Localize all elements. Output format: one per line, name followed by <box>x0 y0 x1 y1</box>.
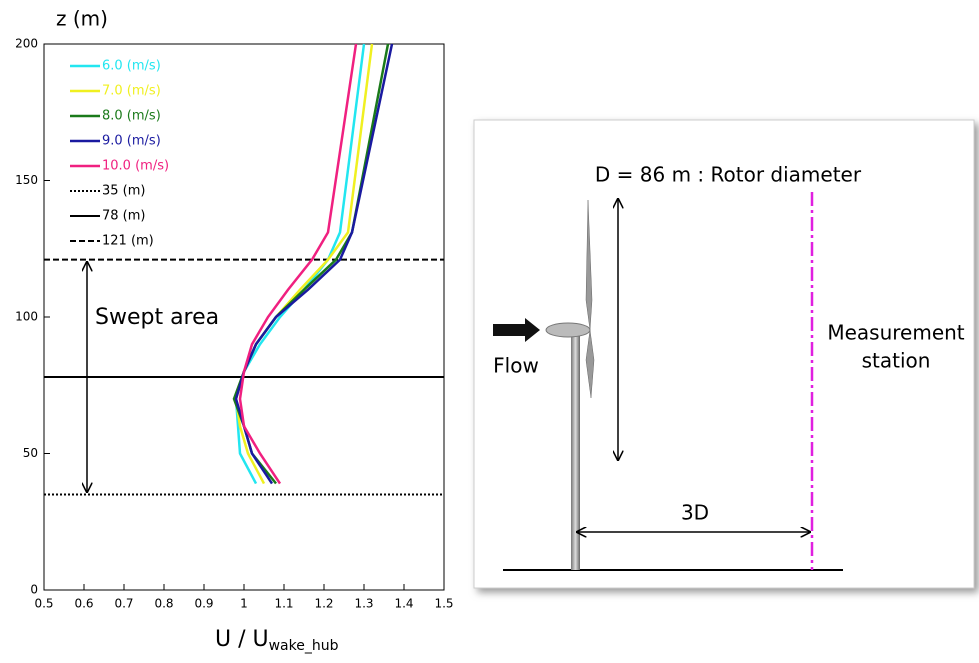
legend-label: 78 (m) <box>102 209 145 224</box>
diagram-panel <box>473 119 975 589</box>
x-tick-label: 1 <box>240 597 248 611</box>
station-label: station <box>862 349 931 373</box>
x-axis-label-main: U / U <box>215 627 269 652</box>
y-tick-label: 200 <box>15 37 38 51</box>
legend-label: 7.0 (m/s) <box>102 84 161 99</box>
series-line <box>234 43 394 485</box>
y-tick-label: 100 <box>15 310 38 324</box>
y-tick-label: 0 <box>30 583 38 597</box>
tower <box>571 330 580 570</box>
legend-label: 10.0 (m/s) <box>102 159 169 174</box>
legend-label: 35 (m) <box>102 184 145 199</box>
flow-arrow <box>493 318 540 342</box>
series-line <box>238 43 358 485</box>
x-tick-label: 1.1 <box>274 597 293 611</box>
y-tick-label: 150 <box>15 173 38 187</box>
x-tick-label: 1.4 <box>394 597 413 611</box>
flow-label: Flow <box>493 354 539 378</box>
x-tick-label: 0.8 <box>154 597 173 611</box>
annotation: Swept area <box>95 305 219 330</box>
distance-label: 3D <box>681 501 709 525</box>
legend-label: 9.0 (m/s) <box>102 134 161 149</box>
station-label: Measurement <box>827 321 964 345</box>
x-axis-label: U / Uwake_hub <box>215 627 339 654</box>
x-axis-label-sub: wake_hub <box>269 638 339 654</box>
x-tick-label: 0.7 <box>114 597 133 611</box>
legend-label: 8.0 (m/s) <box>102 109 161 124</box>
x-tick-label: 1.5 <box>434 597 453 611</box>
y-axis-label: z (m) <box>56 7 108 31</box>
legend-label: 6.0 (m/s) <box>102 59 161 74</box>
nacelle <box>545 322 591 338</box>
x-tick-label: 0.5 <box>34 597 53 611</box>
legend-label: 121 (m) <box>102 234 154 249</box>
x-tick-label: 0.9 <box>194 597 213 611</box>
x-tick-label: 0.6 <box>74 597 93 611</box>
rotor-label: D = 86 m : Rotor diameter <box>595 163 862 187</box>
x-tick-label: 1.2 <box>314 597 333 611</box>
series-line <box>232 43 390 485</box>
series-line <box>234 43 374 485</box>
x-tick-label: 1.3 <box>354 597 373 611</box>
series-line <box>234 43 366 485</box>
y-tick-label: 50 <box>23 446 38 460</box>
